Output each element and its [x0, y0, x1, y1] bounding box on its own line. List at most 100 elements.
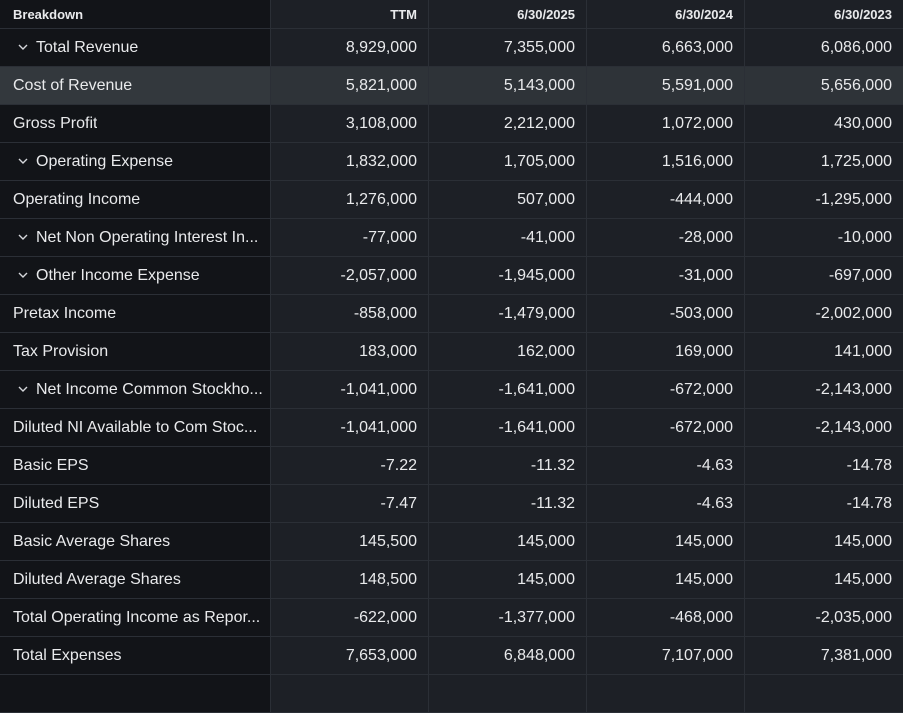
row-value-cell: 141,000: [745, 333, 903, 370]
table-row[interactable]: Total Revenue 8,929,000 7,355,000 6,663,000…: [0, 29, 903, 67]
row-value-cell: -4.63: [587, 447, 745, 484]
row-value-cell: -1,041,000: [271, 371, 429, 408]
row-value-cell: -11.32: [429, 485, 587, 522]
row-value-cell: 145,000: [429, 523, 587, 560]
row-label-cell[interactable]: Operating Expense: [0, 143, 271, 180]
row-value-cell: [745, 675, 903, 712]
row-label-cell[interactable]: Other Income Expense: [0, 257, 271, 294]
row-value-cell: 1,705,000: [429, 143, 587, 180]
table-row: Basic EPS -7.22 -11.32 -4.63 -14.78: [0, 447, 903, 485]
row-value-cell: 1,276,000: [271, 181, 429, 218]
row-value-cell: -41,000: [429, 219, 587, 256]
row-label-cell: Basic Average Shares: [0, 523, 271, 560]
row-value-cell: 145,000: [745, 561, 903, 598]
row-value-cell: -2,057,000: [271, 257, 429, 294]
row-value-cell: 2,212,000: [429, 105, 587, 142]
row-label-cell: Cost of Revenue: [0, 67, 271, 104]
table-row: Diluted NI Available to Com Stoc... -1,04…: [0, 409, 903, 447]
row-value-cell: 7,381,000: [745, 637, 903, 674]
header-col-2025: 6/30/2025: [429, 0, 587, 28]
row-label-cell: Diluted EPS: [0, 485, 271, 522]
row-value-cell: 3,108,000: [271, 105, 429, 142]
row-label: Total Expenses: [13, 646, 122, 664]
chevron-down-icon[interactable]: [16, 154, 30, 168]
row-value-cell: 145,000: [745, 523, 903, 560]
row-value-cell: 1,725,000: [745, 143, 903, 180]
row-label-cell: Diluted Average Shares: [0, 561, 271, 598]
row-value-cell: 5,656,000: [745, 67, 903, 104]
row-value-cell: -444,000: [587, 181, 745, 218]
table-row: [0, 675, 903, 713]
row-value-cell: -7.22: [271, 447, 429, 484]
row-label-cell[interactable]: Net Income Common Stockho...: [0, 371, 271, 408]
row-value-cell: 145,000: [587, 561, 745, 598]
row-label-cell: Basic EPS: [0, 447, 271, 484]
table-row[interactable]: Net Income Common Stockho... -1,041,000 -1…: [0, 371, 903, 409]
row-value-cell: -1,479,000: [429, 295, 587, 332]
row-value-cell: -7.47: [271, 485, 429, 522]
row-value-cell: 7,107,000: [587, 637, 745, 674]
table-row: Gross Profit 3,108,000 2,212,000 1,072,000 4…: [0, 105, 903, 143]
table-row[interactable]: Operating Expense 1,832,000 1,705,000 1,516…: [0, 143, 903, 181]
row-label: Net Income Common Stockho...: [36, 380, 263, 398]
chevron-down-icon[interactable]: [16, 40, 30, 54]
row-label-cell: Tax Provision: [0, 333, 271, 370]
table-body: Total Revenue 8,929,000 7,355,000 6,663,000…: [0, 29, 903, 713]
row-label-cell: Gross Profit: [0, 105, 271, 142]
table-row: Basic Average Shares 145,500 145,000 145,00…: [0, 523, 903, 561]
row-value-cell: 7,653,000: [271, 637, 429, 674]
row-label: Gross Profit: [13, 114, 98, 132]
row-value-cell: -11.32: [429, 447, 587, 484]
table-row[interactable]: Net Non Operating Interest In... -77,000-…: [0, 219, 903, 257]
row-value-cell: 5,821,000: [271, 67, 429, 104]
row-value-cell: -622,000: [271, 599, 429, 636]
table-row: Operating Income 1,276,000 507,000 -444,000…: [0, 181, 903, 219]
table-row: Diluted Average Shares 148,500 145,000 145,…: [0, 561, 903, 599]
row-value-cell: -31,000: [587, 257, 745, 294]
row-value-cell: 430,000: [745, 105, 903, 142]
row-label-cell: Operating Income: [0, 181, 271, 218]
row-value-cell: -1,295,000: [745, 181, 903, 218]
row-label-cell[interactable]: Net Non Operating Interest In...: [0, 219, 271, 256]
row-label: Diluted Average Shares: [13, 570, 181, 588]
row-value-cell: 1,516,000: [587, 143, 745, 180]
row-label: Operating Income: [13, 190, 141, 208]
chevron-down-icon[interactable]: [16, 230, 30, 244]
row-value-cell: 5,591,000: [587, 67, 745, 104]
table-row: Total Operating Income as Repor... -622,0…: [0, 599, 903, 637]
chevron-down-icon[interactable]: [16, 268, 30, 282]
row-label-cell[interactable]: Total Revenue: [0, 29, 271, 66]
row-value-cell: -77,000: [271, 219, 429, 256]
table-row: Cost of Revenue 5,821,000 5,143,000 5,591,0…: [0, 67, 903, 105]
row-value-cell: -2,002,000: [745, 295, 903, 332]
row-value-cell: -2,143,000: [745, 371, 903, 408]
header-col-2023: 6/30/2023: [745, 0, 903, 28]
row-value-cell: -28,000: [587, 219, 745, 256]
row-value-cell: -2,143,000: [745, 409, 903, 446]
row-value-cell: 1,072,000: [587, 105, 745, 142]
row-value-cell: 507,000: [429, 181, 587, 218]
row-label: Diluted NI Available to Com Stoc...: [13, 418, 258, 436]
row-label: Other Income Expense: [36, 266, 200, 284]
row-value-cell: [587, 675, 745, 712]
row-value-cell: -1,641,000: [429, 409, 587, 446]
row-label: Operating Expense: [36, 152, 173, 170]
row-value-cell: -4.63: [587, 485, 745, 522]
row-label-cell: Pretax Income: [0, 295, 271, 332]
table-row[interactable]: Other Income Expense -2,057,000 -1,945,000…: [0, 257, 903, 295]
row-value-cell: -503,000: [587, 295, 745, 332]
row-value-cell: -468,000: [587, 599, 745, 636]
table-row: Tax Provision 183,000 162,000 169,000 141,00…: [0, 333, 903, 371]
row-value-cell: 162,000: [429, 333, 587, 370]
row-label: Total Revenue: [36, 38, 139, 56]
row-label-cell: Total Operating Income as Repor...: [0, 599, 271, 636]
row-value-cell: 7,355,000: [429, 29, 587, 66]
row-value-cell: -672,000: [587, 371, 745, 408]
row-value-cell: 145,000: [587, 523, 745, 560]
table-row: Total Expenses 7,653,000 6,848,000 7,107,00…: [0, 637, 903, 675]
chevron-down-icon[interactable]: [16, 382, 30, 396]
row-label: Net Non Operating Interest In...: [36, 228, 259, 246]
row-value-cell: 6,086,000: [745, 29, 903, 66]
row-value-cell: 8,929,000: [271, 29, 429, 66]
row-value-cell: 6,663,000: [587, 29, 745, 66]
